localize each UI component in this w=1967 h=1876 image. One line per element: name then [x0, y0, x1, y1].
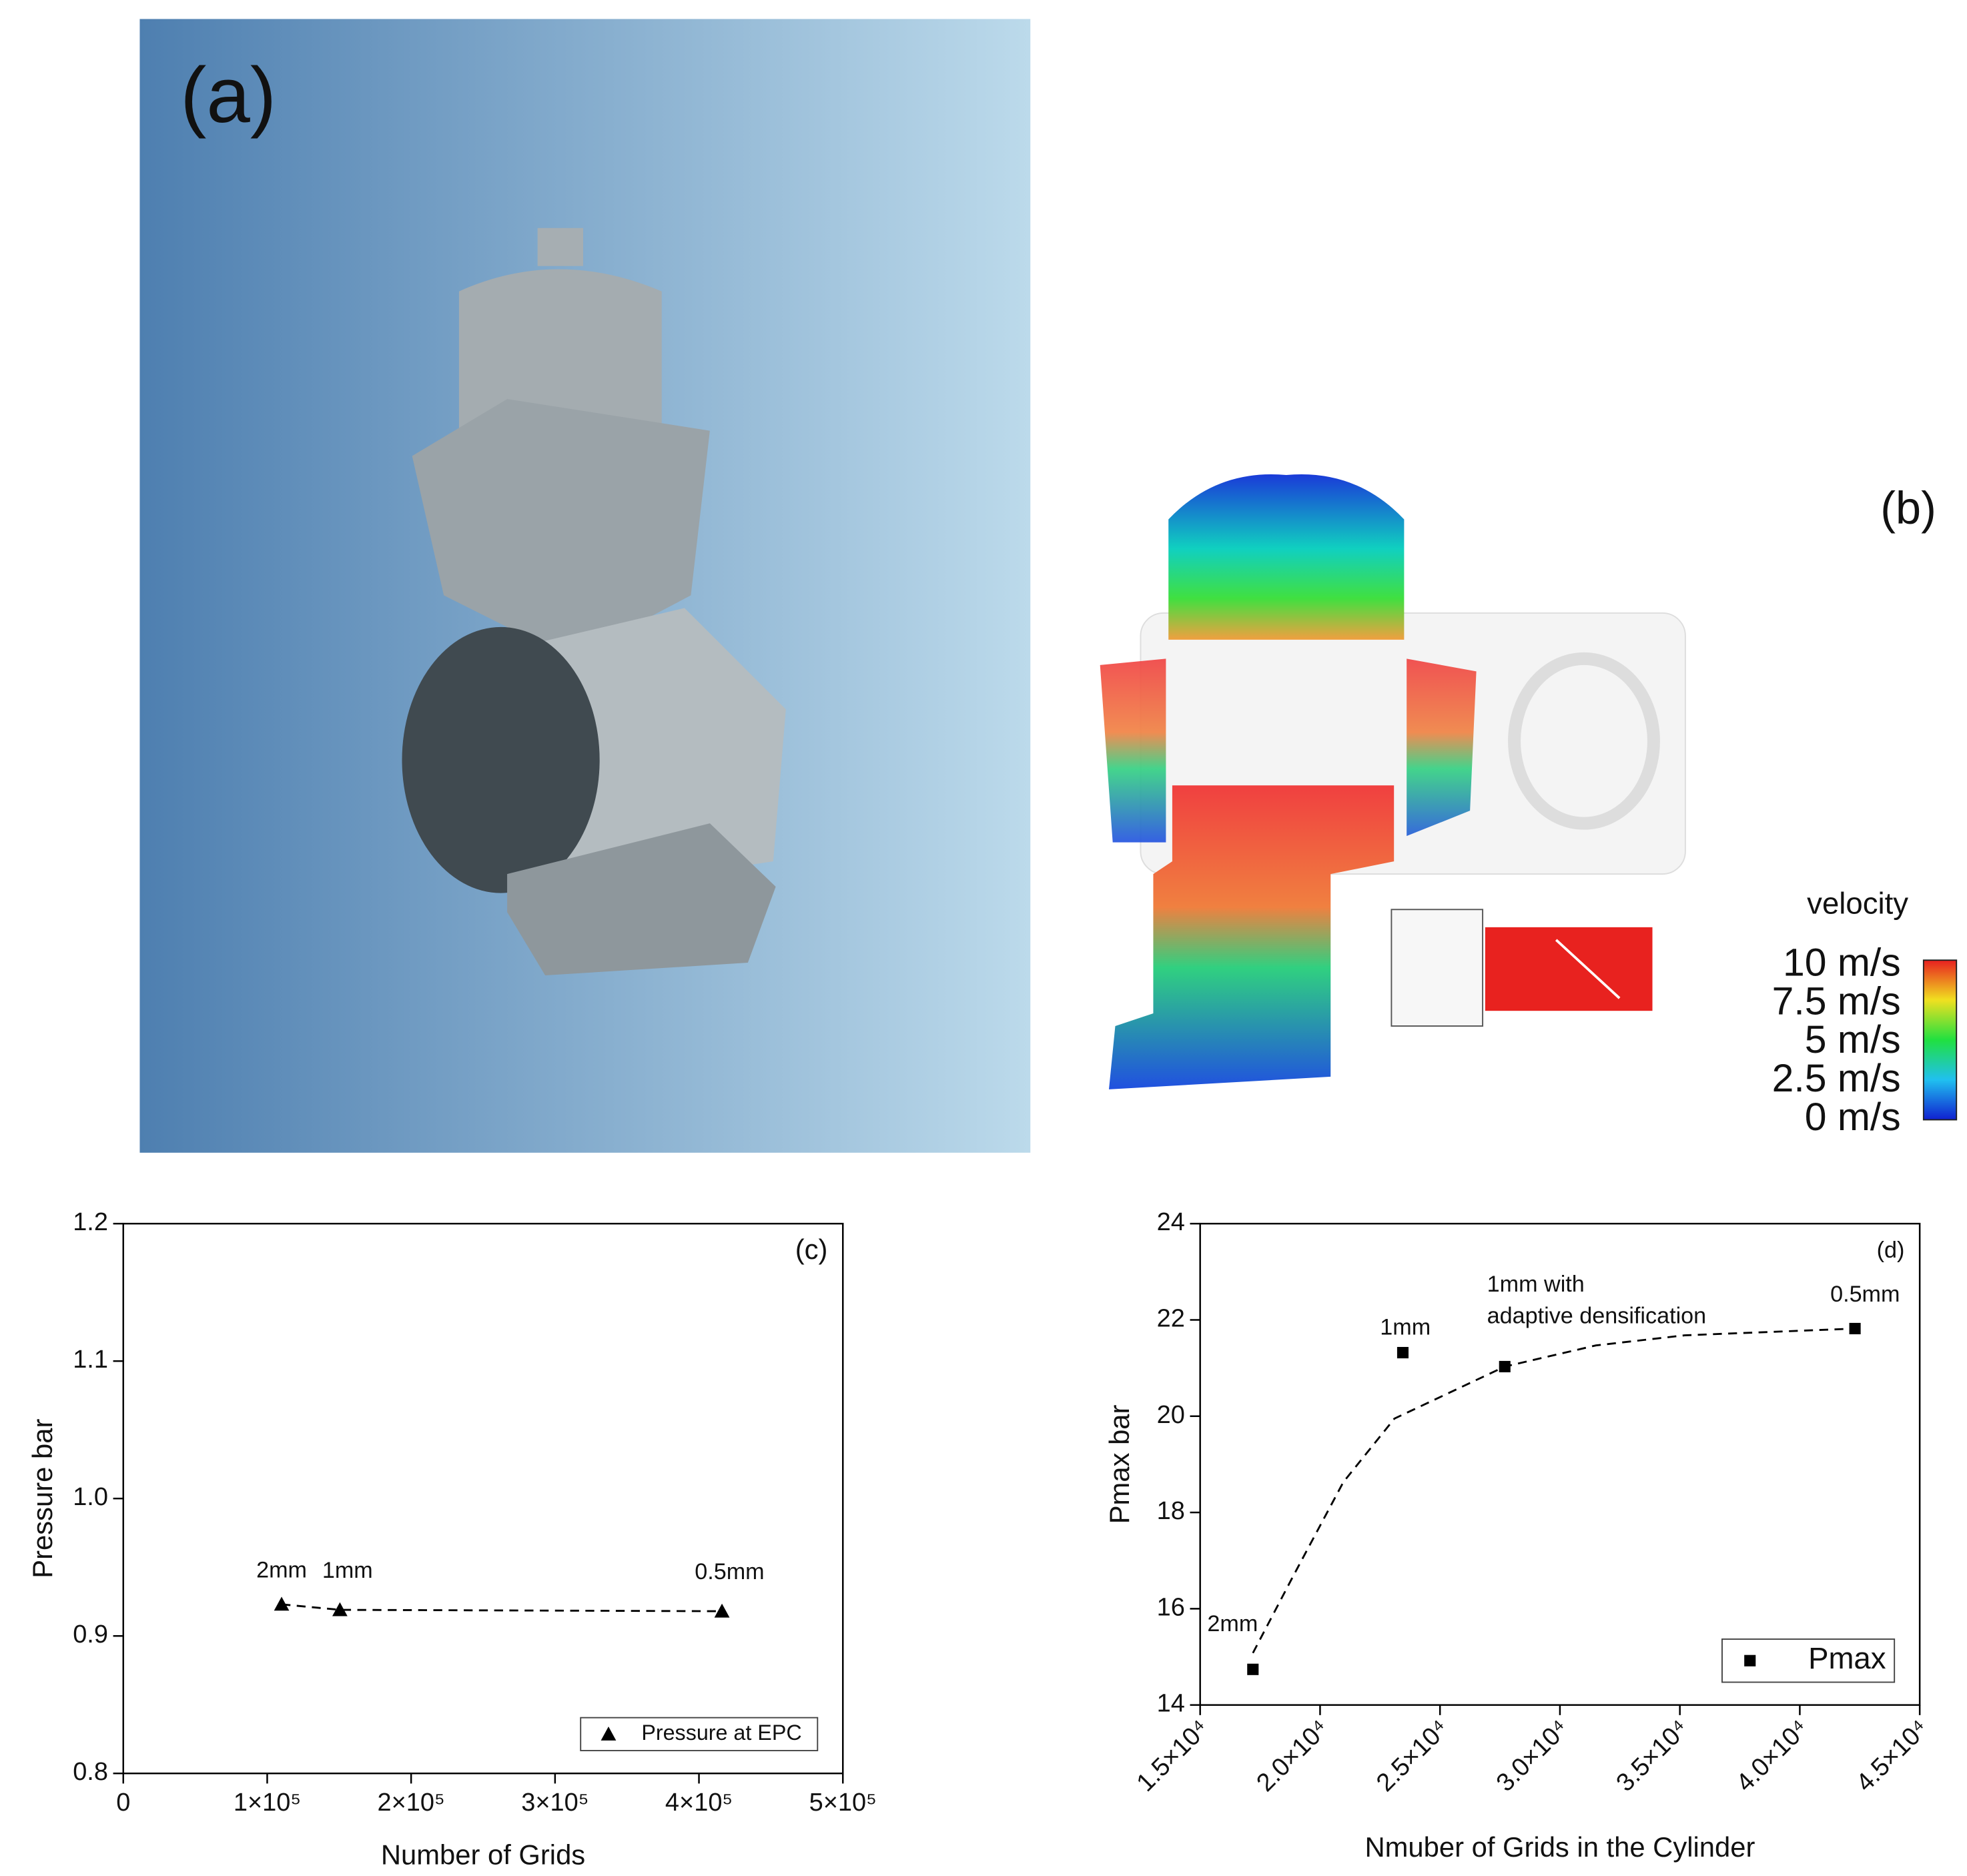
y-tick-label: 22 — [1157, 1304, 1185, 1332]
x-tick-label: 2×10⁵ — [378, 1789, 445, 1817]
annotation: 2mm — [256, 1557, 307, 1582]
x-axis-title: Nmuber of Grids in the Cylinder — [1364, 1831, 1755, 1863]
y-tick-label: 1.1 — [73, 1346, 108, 1374]
panel-label: (d) — [1877, 1238, 1905, 1263]
annotation: 1mm — [1380, 1314, 1431, 1340]
x-tick-label: 2.5×10⁴ — [1371, 1715, 1454, 1797]
panel-a: (a) — [139, 19, 1031, 1153]
x-tick-label: 0 — [116, 1789, 130, 1817]
y-tick-label: 1.0 — [73, 1483, 108, 1511]
panel-label: (a) — [180, 51, 276, 139]
flow-region — [1168, 474, 1405, 640]
data-point — [714, 1603, 730, 1618]
data-point — [274, 1596, 290, 1611]
colorbar — [1922, 959, 1958, 1121]
x-tick-label: 3×10⁵ — [521, 1789, 588, 1817]
y-tick-label: 24 — [1157, 1208, 1185, 1236]
annotation: 0.5mm — [695, 1559, 764, 1584]
data-point — [1499, 1360, 1511, 1372]
legend-label: Pressure at EPC — [641, 1721, 801, 1745]
panel-b: (b) velocity 10 m/s7.5 m/s5 m/s2.5 m/s0 … — [1100, 474, 1958, 1139]
x-tick-label: 2.0×10⁴ — [1251, 1715, 1334, 1797]
plot-frame — [122, 1222, 844, 1775]
panel-label: (c) — [795, 1234, 828, 1265]
x-tick-label: 1.5×10⁴ — [1132, 1715, 1214, 1797]
part — [507, 823, 776, 976]
annotation: 1mm with — [1487, 1272, 1585, 1297]
data-point — [1247, 1663, 1259, 1675]
y-tick-label: 18 — [1157, 1497, 1185, 1525]
flow-region — [1485, 927, 1653, 1011]
part — [1508, 652, 1660, 830]
y-axis-title: Pressure bar — [27, 1419, 58, 1578]
y-tick-label: 14 — [1157, 1690, 1185, 1718]
colorbar-label: 5 m/s — [1805, 1018, 1901, 1061]
colorbar-label: 7.5 m/s — [1772, 979, 1901, 1023]
data-point — [1397, 1346, 1409, 1359]
x-tick-label: 3.0×10⁴ — [1491, 1715, 1574, 1797]
legend-marker — [601, 1726, 617, 1741]
x-tick-label: 5×10⁵ — [809, 1789, 877, 1817]
annotation: 0.5mm — [1830, 1282, 1900, 1307]
part — [402, 626, 600, 893]
colorbar-label: 2.5 m/s — [1772, 1057, 1901, 1100]
annotation: 2mm — [1207, 1611, 1258, 1636]
x-tick-label: 1×10⁵ — [234, 1789, 301, 1817]
x-tick-label: 3.5×10⁴ — [1611, 1715, 1694, 1797]
y-tick-label: 0.8 — [73, 1758, 108, 1786]
part — [1391, 909, 1484, 1027]
x-tick-label: 4.0×10⁴ — [1731, 1715, 1814, 1797]
y-axis-title: Pmax bar — [1104, 1404, 1135, 1524]
legend-box — [580, 1717, 819, 1751]
flow-region — [1100, 658, 1477, 843]
y-tick-label: 16 — [1157, 1593, 1185, 1621]
flow-region — [1108, 785, 1395, 1089]
x-tick-label: 4×10⁵ — [665, 1789, 733, 1817]
annotation: 1mm — [322, 1558, 373, 1583]
panel-label: (b) — [1880, 483, 1936, 534]
y-tick-label: 1.2 — [73, 1208, 108, 1236]
x-axis-title: Number of Grids — [381, 1839, 585, 1871]
part — [537, 227, 584, 266]
trend-line — [281, 1603, 723, 1612]
legend-label: Pmax — [1808, 1641, 1886, 1675]
annotation: adaptive densification — [1487, 1303, 1707, 1328]
trend-line — [1252, 1328, 1856, 1654]
colorbar-labels: 10 m/s7.5 m/s5 m/s2.5 m/s0 m/s — [1772, 941, 1901, 1139]
colorbar-label: 10 m/s — [1783, 941, 1901, 984]
y-tick-label: 20 — [1157, 1401, 1185, 1429]
colorbar-label: 0 m/s — [1805, 1095, 1901, 1139]
part — [1555, 939, 1621, 999]
colorbar-title: velocity — [1807, 887, 1908, 921]
data-point — [1849, 1322, 1861, 1334]
part — [412, 399, 710, 659]
x-tick-label: 4.5×10⁴ — [1851, 1715, 1934, 1797]
legend-marker — [1744, 1655, 1756, 1667]
y-tick-label: 0.9 — [73, 1620, 108, 1649]
data-point — [332, 1602, 348, 1616]
